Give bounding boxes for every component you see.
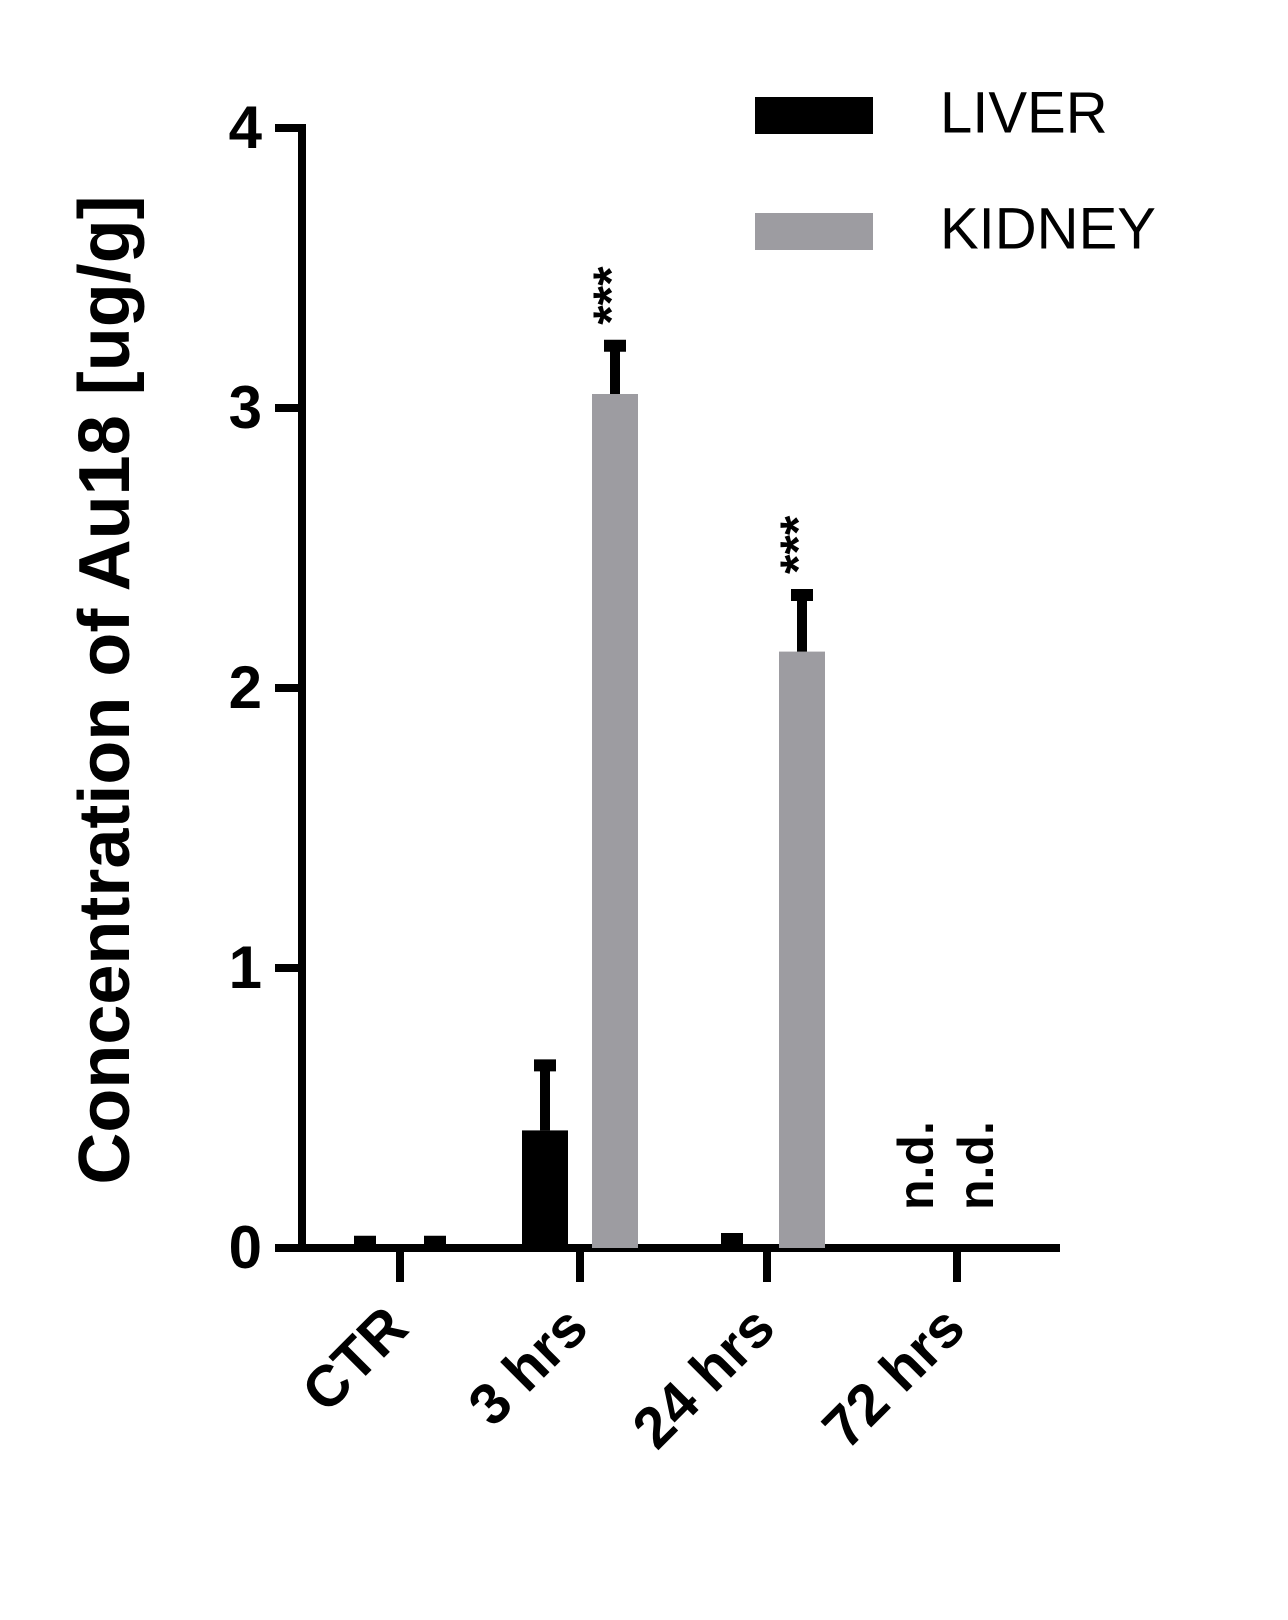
legend-swatch [755,97,873,134]
bar [779,651,825,1248]
bar [709,1245,755,1248]
y-axis-title: Concentration of Au18 [ug/g] [65,195,145,1184]
y-tick-label: 2 [229,654,262,721]
error-bar [791,589,813,652]
y-tick-label: 4 [229,94,263,161]
annotation: n.d. [888,1121,944,1210]
annotation: n.d. [948,1121,1004,1210]
error-bar [604,339,626,394]
x-tick-label: 72 hrs [810,1294,977,1461]
legend-swatch [755,213,873,250]
error-bar [534,1059,556,1131]
annotation: *** [770,515,826,574]
error-bar [354,1235,376,1248]
error-bar [424,1235,446,1248]
error-bar [721,1233,743,1246]
bar [522,1130,568,1248]
y-tick-label: 0 [229,1214,262,1281]
x-tick-label: 24 hrs [620,1294,787,1461]
x-tick-label: CTR [290,1294,420,1424]
bar [592,394,638,1248]
annotation: *** [583,266,639,325]
legend-label: LIVER [940,80,1108,145]
legend-label: KIDNEY [940,196,1156,261]
x-tick-label: 3 hrs [456,1294,600,1438]
y-tick-label: 3 [229,374,262,441]
y-tick-label: 1 [229,934,262,1001]
